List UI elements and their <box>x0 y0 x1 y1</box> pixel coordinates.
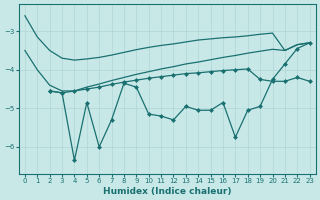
X-axis label: Humidex (Indice chaleur): Humidex (Indice chaleur) <box>103 187 232 196</box>
